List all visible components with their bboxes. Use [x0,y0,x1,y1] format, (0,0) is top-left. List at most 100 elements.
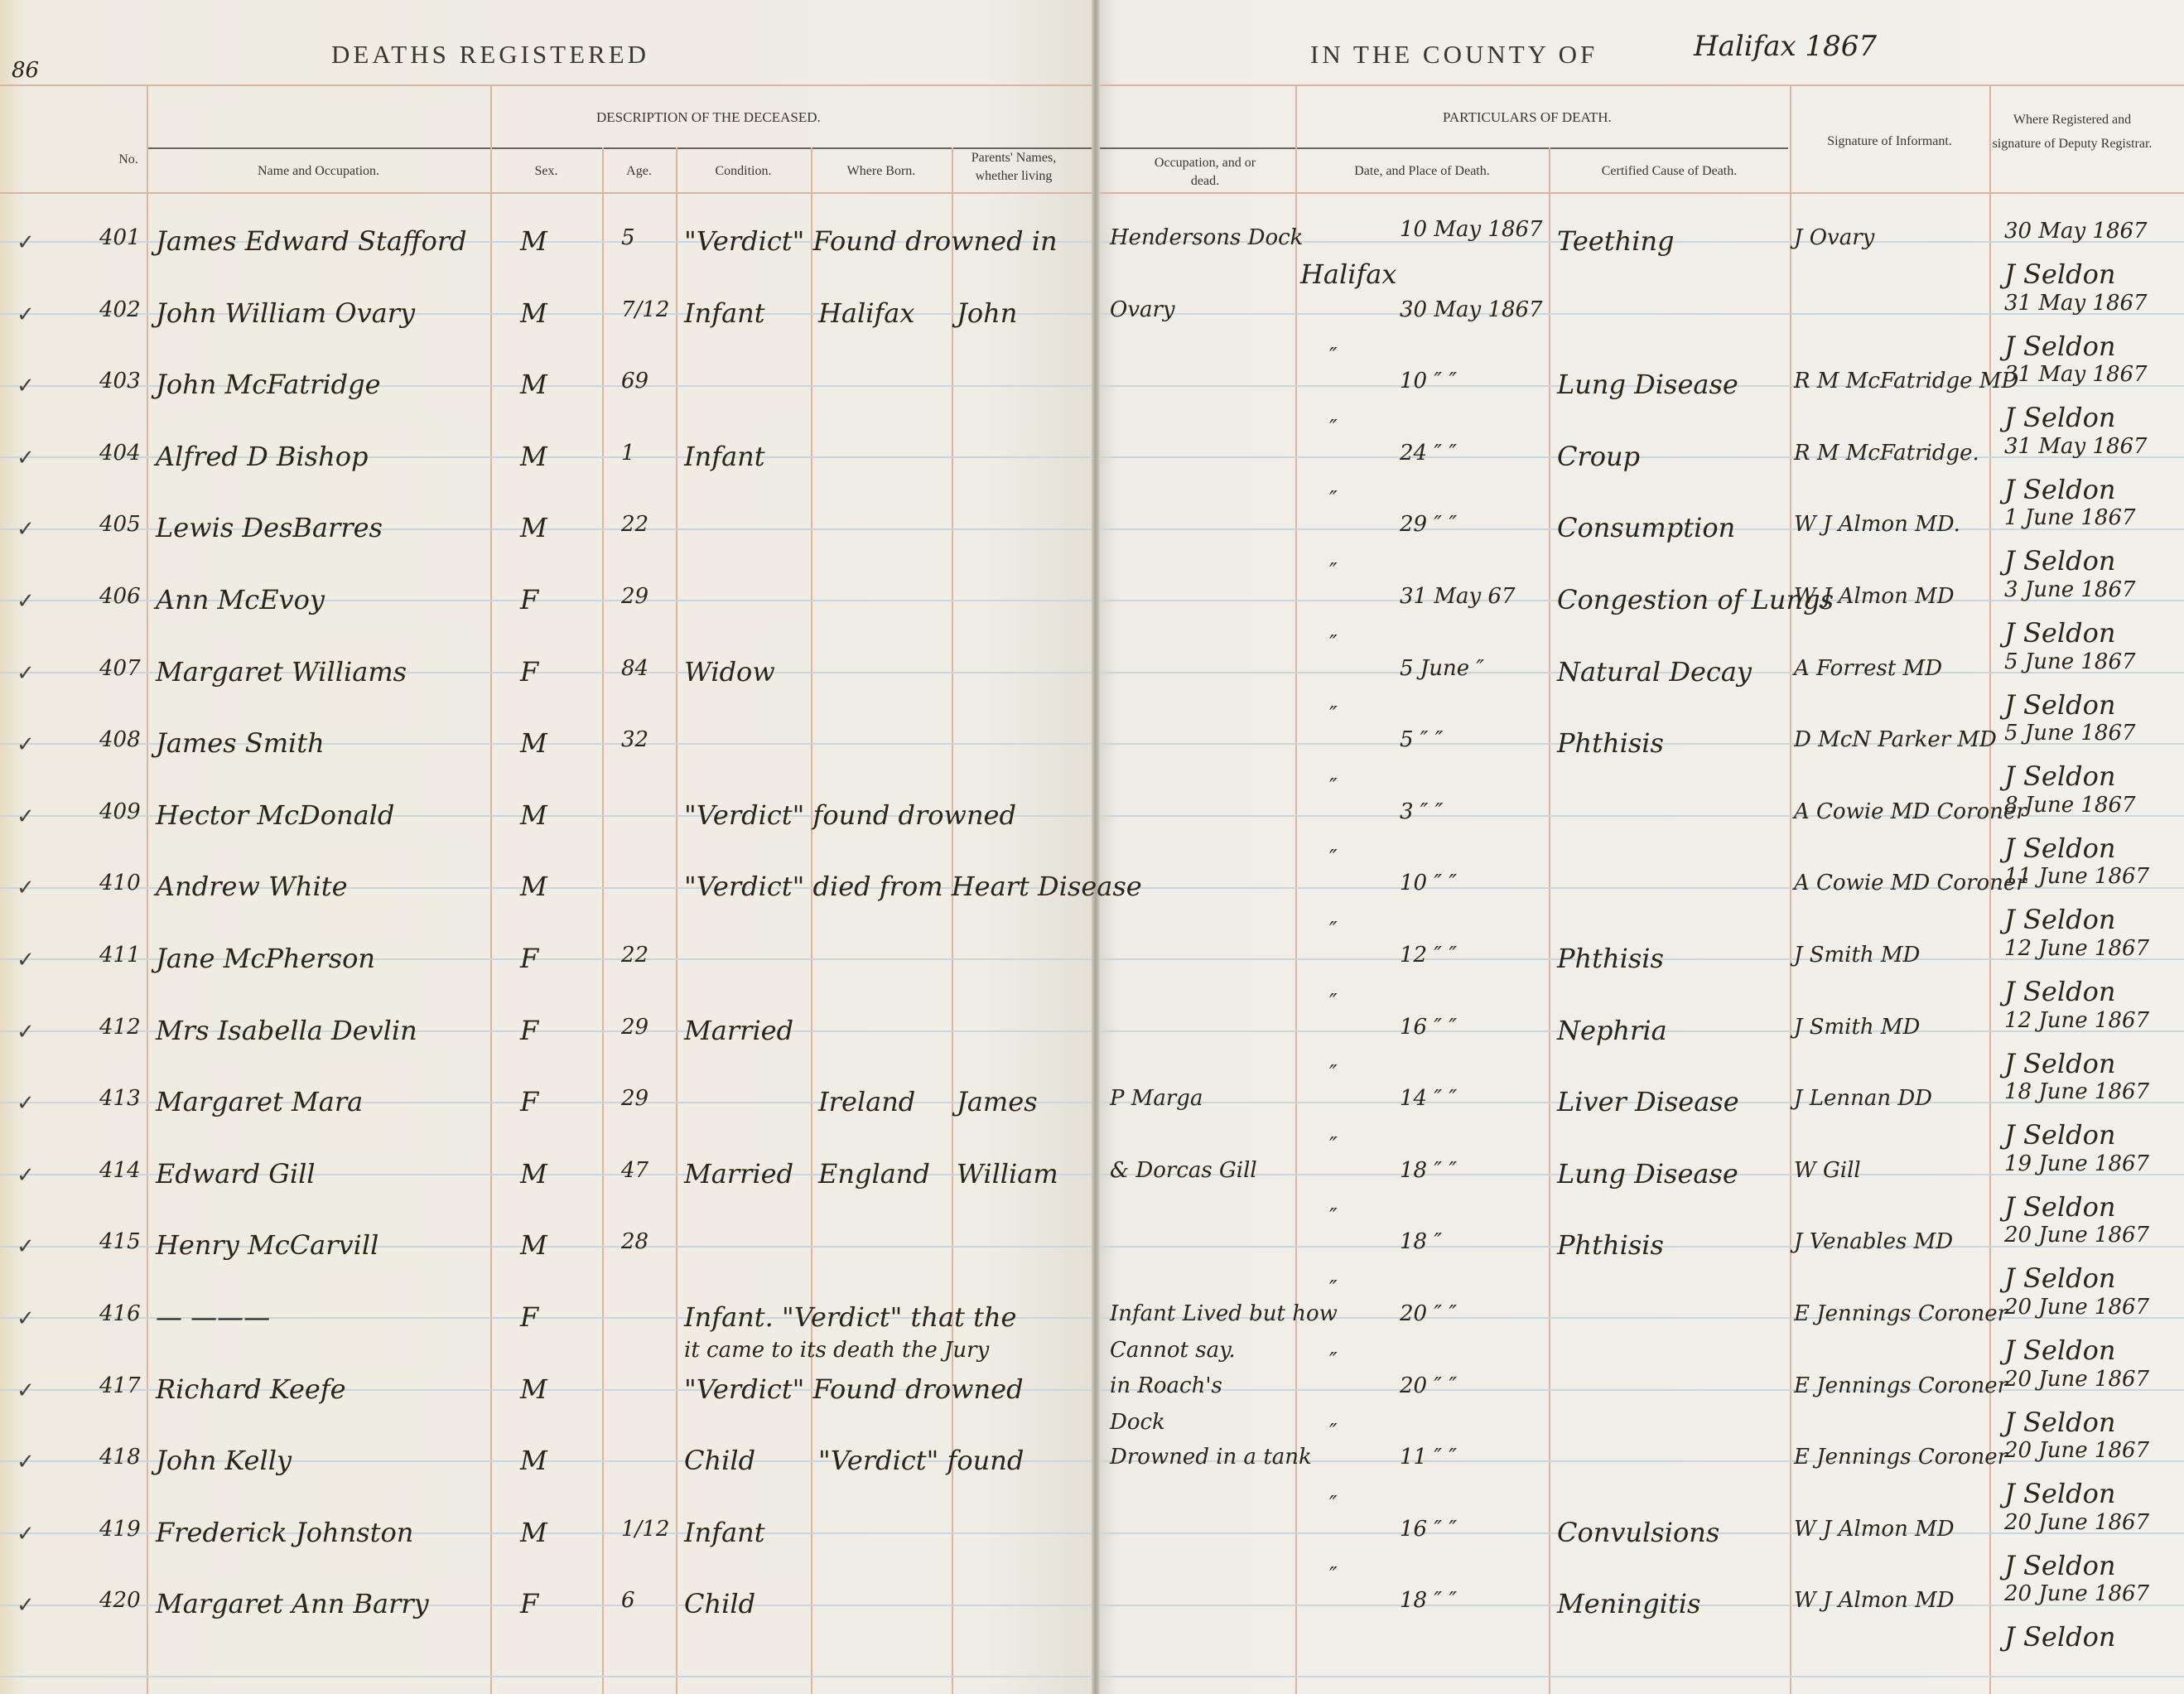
entry-place: ″ [1329,559,1338,584]
entry-age: 69 [621,369,649,394]
section-description: DESCRIPTION OF THE DECEASED. [596,109,821,125]
row-rule [1100,528,2184,530]
entry-cause: Phthisis [1557,727,1664,760]
entry-reg-date: 20 June 1867 [2004,1223,2150,1248]
col-date-place: Date, and Place of Death. [1354,164,1490,178]
entry-registrar: J Seldon [2004,1334,2116,1366]
entry-no: 416 [99,1301,141,1326]
entry-sex: F [520,1588,539,1620]
entry-date: 16 ″ ″ [1400,1516,1458,1542]
entry-informant: R M McFatridge MD [1794,369,2019,394]
col-informant: Signature of Informant. [1827,134,1952,148]
entry-place: ″ [1329,1563,1338,1589]
entry-occupation: & Dorcas Gill [1110,1157,1257,1183]
entry-no: 406 [99,584,141,609]
entry-informant: W J Almon MD. [1794,512,1960,538]
entry-condition: Child [684,1445,756,1477]
entry-parents: William [957,1157,1058,1190]
entry-born: Halifax [818,297,915,329]
entry-date: 29 ″ ″ [1400,512,1458,538]
entry-informant: W J Almon MD [1794,584,1955,609]
entry-name: John McFatridge [156,369,381,401]
row-rule [0,1030,1092,1032]
entry-place: ″ [1329,989,1338,1015]
entry-parents: John [957,297,1018,329]
book-gutter [1092,0,1100,1694]
entry-sex: M [520,1445,547,1477]
row-rule [1100,1532,2184,1534]
entry-sex: M [520,512,547,544]
entry-cause: Lung Disease [1557,369,1738,401]
check-mark-icon: ✓ [17,589,35,613]
check-mark-icon: ✓ [17,1019,35,1044]
entry-no: 401 [99,225,141,250]
row-rule [1100,1030,2184,1032]
entry-place: ″ [1329,1204,1338,1230]
header-rule [0,84,1092,86]
row-rule [0,600,1092,601]
entry-registrar: J Seldon [2004,1621,2116,1653]
entry-place: Halifax [1300,258,1397,290]
entry-no: 410 [99,871,141,896]
entry-sex: M [520,297,547,329]
entry-name: James Smith [156,727,325,760]
entry-date: 24 ″ ″ [1400,440,1458,466]
entry-age: 22 [621,943,649,968]
entry-place: ″ [1329,702,1338,728]
entry-condition2: it came to its death the Jury [684,1338,990,1363]
entry-name: Margaret Williams [156,655,407,688]
entry-informant: D McN Parker MD [1794,727,1997,753]
row-rule [0,1532,1092,1534]
col-born: Where Born. [846,164,916,178]
entry-condition: Infant [684,297,765,329]
entry-condition: Infant [684,1516,765,1548]
entry-date: 10 May 1867 [1400,217,1543,242]
section-rule [1100,147,1788,149]
row-rule [1100,1676,2184,1677]
entry-cause: Convulsions [1557,1516,1720,1548]
entry-date: 3 ″ ″ [1400,799,1444,824]
entry-condition: "Verdict" Found drowned [684,1373,1024,1405]
entry-informant: E Jennings Coroner [1794,1445,2008,1470]
row-rule [0,528,1092,530]
entry-registrar: J Seldon [2004,258,2116,290]
row-rule [0,815,1092,817]
entry-cause: Croup [1557,440,1641,472]
entry-reg-date: 20 June 1867 [2004,1581,2150,1607]
entry-sex: M [520,369,547,401]
row-rule [1100,456,2184,458]
entry-place: ″ [1329,1491,1338,1517]
entry-sex: M [520,799,547,831]
entry-reg-date: 5 June 1867 [2004,649,2136,674]
entry-age: 1 [621,440,635,466]
entry-age: 29 [621,1086,649,1112]
col-cause: Certified Cause of Death. [1601,164,1738,178]
entry-no: 403 [99,369,141,394]
entry-informant: R M McFatridge. [1794,440,1979,466]
entry-sex: M [520,440,547,472]
row-rule [1100,1174,2184,1175]
entry-informant: J Ovary [1794,225,1875,250]
entry-registrar: J Seldon [2004,760,2116,793]
entry-cause: Meningitis [1557,1588,1701,1620]
entry-condition: "Verdict" died from Heart Disease [684,871,1142,903]
entry-informant: J Smith MD [1794,943,1921,968]
entry-cause: Consumption [1557,512,1736,544]
row-rule [1100,1389,2184,1391]
entry-reg-date: 31 May 1867 [2004,433,2148,459]
entry-registrar: J Seldon [2004,1406,2116,1438]
entry-registrar: J Seldon [2004,617,2116,649]
entry-name: John William Ovary [156,297,416,329]
entry-informant: E Jennings Coroner [1794,1301,2008,1326]
section-rule [147,147,1092,149]
entry-no: 420 [99,1588,141,1614]
entry-occupation: in Roach's [1110,1373,1222,1398]
entry-age: 29 [621,1014,649,1040]
entry-sex: M [520,1516,547,1548]
entry-age: 5 [621,225,635,250]
entry-no: 419 [99,1516,141,1542]
row-rule [0,1460,1092,1462]
entry-age: 28 [621,1229,649,1255]
row-rule [1100,1460,2184,1462]
entry-name: Margaret Ann Barry [156,1588,429,1620]
